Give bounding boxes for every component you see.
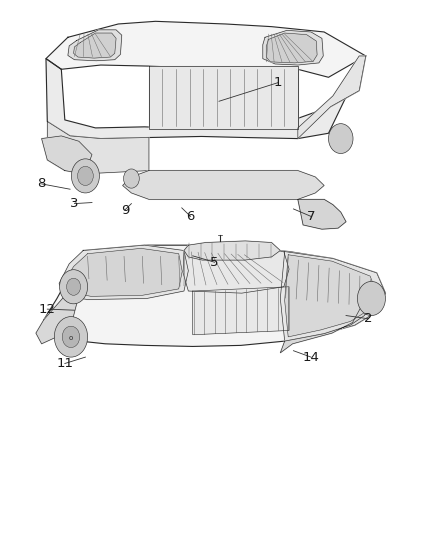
Polygon shape <box>59 245 188 300</box>
Circle shape <box>357 281 385 316</box>
Polygon shape <box>280 294 371 353</box>
Text: 5: 5 <box>210 256 219 269</box>
Polygon shape <box>263 30 323 65</box>
Polygon shape <box>123 171 324 199</box>
Text: 1: 1 <box>274 76 283 89</box>
Circle shape <box>328 124 353 154</box>
Polygon shape <box>68 30 122 61</box>
Text: 9: 9 <box>120 204 129 216</box>
Circle shape <box>78 166 93 185</box>
Text: 3: 3 <box>70 197 79 210</box>
Polygon shape <box>298 199 346 229</box>
Polygon shape <box>74 33 116 58</box>
Polygon shape <box>285 255 377 337</box>
Polygon shape <box>298 56 366 139</box>
Text: 7: 7 <box>307 210 315 223</box>
Polygon shape <box>149 66 298 129</box>
Circle shape <box>60 270 88 304</box>
Polygon shape <box>184 241 280 260</box>
Polygon shape <box>46 21 366 77</box>
Polygon shape <box>65 248 182 296</box>
Polygon shape <box>42 136 92 173</box>
Text: o: o <box>69 335 73 342</box>
Circle shape <box>54 317 88 357</box>
Circle shape <box>62 326 80 348</box>
Polygon shape <box>193 287 289 335</box>
Polygon shape <box>36 296 77 344</box>
Polygon shape <box>183 248 289 293</box>
Text: 14: 14 <box>303 351 319 364</box>
Text: 6: 6 <box>186 210 195 223</box>
Circle shape <box>71 159 99 193</box>
Polygon shape <box>280 252 385 341</box>
Text: 12: 12 <box>39 303 56 316</box>
Polygon shape <box>266 33 317 63</box>
Text: 2: 2 <box>364 312 372 325</box>
Circle shape <box>124 169 139 188</box>
Polygon shape <box>46 56 366 139</box>
Polygon shape <box>44 245 385 346</box>
Polygon shape <box>47 122 149 173</box>
Circle shape <box>67 278 81 295</box>
Text: 8: 8 <box>37 177 46 190</box>
Text: 11: 11 <box>57 357 73 370</box>
